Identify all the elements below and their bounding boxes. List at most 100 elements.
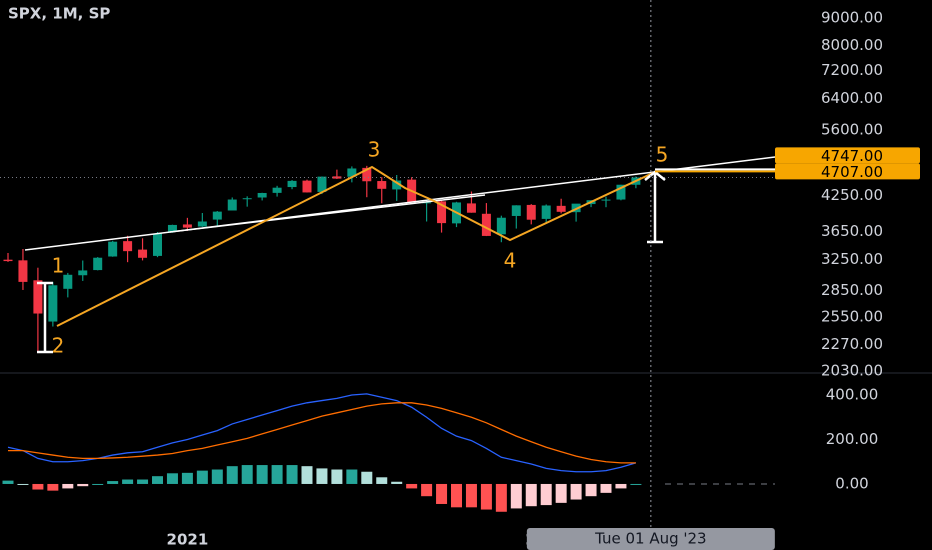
wave-path — [56, 165, 656, 327]
histogram-bar — [406, 483, 418, 489]
histogram-bar — [137, 479, 149, 484]
histogram-bar — [391, 481, 403, 484]
y-tick-label: 3650.00 — [821, 222, 883, 240]
wave-label: 4 — [504, 249, 517, 273]
candle-body — [138, 249, 148, 258]
candle-body — [93, 257, 103, 271]
histogram-bar — [451, 483, 462, 508]
histogram-bar — [32, 483, 44, 490]
macd-line — [8, 402, 636, 464]
price-pane — [0, 165, 775, 353]
candle-body — [212, 211, 222, 220]
candle-body — [556, 205, 566, 212]
price-label: 4707.00 — [821, 163, 883, 181]
histogram-bar — [480, 483, 492, 510]
candle-body — [317, 176, 327, 192]
annotations: 1 2 3 4 5 — [24, 138, 776, 358]
macd-line — [7, 393, 637, 473]
histogram-bar — [585, 483, 597, 497]
histogram-bar — [600, 483, 612, 493]
histogram-bar — [2, 480, 14, 484]
price-label: 4747.00 — [821, 147, 883, 165]
candle-body — [287, 180, 297, 188]
candle-body — [197, 221, 207, 227]
histogram-bar — [271, 465, 283, 484]
y-tick-label: 3250.00 — [821, 250, 883, 268]
wave-bar — [37, 281, 53, 354]
wave-label: 3 — [368, 138, 381, 162]
histogram-bar — [510, 483, 522, 509]
candle-body — [63, 274, 73, 289]
candle-body — [362, 167, 372, 182]
candle-body — [182, 224, 192, 228]
candle-body — [496, 217, 506, 235]
candle-body — [78, 270, 88, 276]
histogram-bar — [331, 469, 343, 484]
histogram-bar — [465, 483, 477, 508]
histogram-bar — [376, 477, 388, 484]
histogram-bar — [77, 483, 89, 487]
candle-body — [616, 184, 626, 200]
histogram-bar — [181, 472, 193, 484]
candle-body — [227, 199, 237, 211]
candle-body — [257, 192, 267, 198]
histogram-bar — [211, 469, 223, 484]
wave-label: 2 — [52, 334, 65, 358]
candle-body — [33, 280, 43, 314]
histogram-bar — [495, 483, 507, 512]
histogram-bar — [361, 471, 373, 484]
crosshair-label: Tue 01 Aug '23 — [594, 530, 707, 548]
candle-body — [481, 213, 491, 236]
y-tick-label: 2550.00 — [821, 307, 883, 325]
histogram-bar — [540, 483, 552, 506]
histogram-bar — [256, 465, 268, 484]
histogram-bar — [436, 483, 448, 504]
y-tick-label: 9000.00 — [821, 8, 883, 26]
macd-pane — [2, 393, 775, 512]
histogram-bar — [92, 483, 104, 485]
histogram-bar — [226, 466, 238, 484]
candle-body — [153, 233, 162, 256]
price-label-box — [775, 163, 920, 180]
histogram-bar — [555, 483, 567, 503]
candle-body — [377, 181, 387, 189]
y2-tick-label: 0.00 — [835, 474, 868, 492]
histogram-bar — [152, 476, 163, 484]
candle-body — [466, 203, 476, 213]
candle-body — [437, 201, 447, 224]
y-tick-label: 4250.00 — [821, 186, 883, 204]
candle-body — [526, 204, 536, 220]
histogram-bar — [122, 479, 134, 484]
wave-label: 1 — [52, 254, 65, 278]
histogram-bar — [630, 483, 642, 485]
chart-title: SPX, 1M, SP — [8, 5, 110, 23]
y2-tick-label: 200.00 — [826, 430, 879, 448]
candle-body — [541, 205, 551, 219]
crosshair-label-box — [526, 528, 775, 550]
candle-body — [167, 224, 177, 233]
x-tick-label: 2021 — [167, 531, 209, 549]
histogram-bar — [241, 465, 253, 484]
y-tick-label: 7200.00 — [821, 61, 883, 79]
candle-body — [3, 259, 13, 262]
candle-body — [272, 187, 282, 193]
y-tick-label: 2030.00 — [821, 361, 883, 379]
axes: 9000.00 8000.00 7200.00 6400.00 5600.00 4250.… — [167, 0, 920, 550]
candle-body — [511, 205, 521, 216]
price-label-box — [775, 147, 920, 164]
candle-body — [123, 241, 133, 252]
histogram-bar — [166, 473, 178, 484]
histogram-bar — [107, 481, 119, 484]
histogram-bar — [316, 468, 328, 484]
histogram-bar — [525, 483, 537, 507]
y-tick-label: 6400.00 — [821, 89, 883, 107]
histogram-bar — [286, 465, 298, 484]
candle-body — [242, 198, 252, 200]
candle-body — [347, 168, 357, 177]
candle-body — [601, 199, 611, 201]
y-tick-label: 2270.00 — [821, 335, 883, 353]
histogram-bar — [47, 483, 59, 491]
candle-body — [422, 202, 432, 204]
